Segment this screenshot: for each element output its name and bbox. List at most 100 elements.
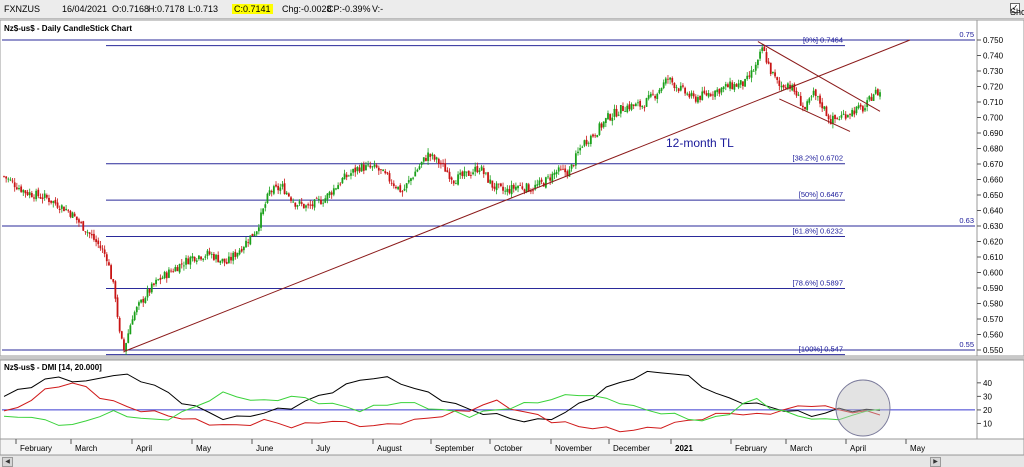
candle-body xyxy=(131,319,134,325)
symbol-label: FXNZUS xyxy=(4,4,40,14)
candle-body xyxy=(33,197,35,199)
dmi-y-tick-label: 20 xyxy=(983,406,992,415)
candle-body xyxy=(296,205,299,207)
candle-body xyxy=(763,46,766,52)
candle-body xyxy=(489,179,492,184)
candle-body xyxy=(652,93,654,95)
candle-body xyxy=(752,70,755,72)
candle-body xyxy=(682,85,684,87)
candle-body xyxy=(512,184,515,189)
candle-body xyxy=(384,171,387,174)
candle-body xyxy=(540,179,543,182)
candle-body xyxy=(577,151,579,154)
candle-body xyxy=(827,115,830,120)
price-y-tick-label: 0.740 xyxy=(983,52,1004,61)
candle-body xyxy=(292,201,295,203)
candle-body xyxy=(757,59,759,66)
candle-body xyxy=(255,231,258,235)
candle-body xyxy=(557,167,560,172)
candle-body xyxy=(654,95,657,99)
show-last-checkbox[interactable]: ✓ xyxy=(1010,3,1020,13)
candle-body xyxy=(583,140,586,146)
candle-body xyxy=(427,152,429,161)
candle-body xyxy=(281,184,284,187)
candle-body xyxy=(851,109,854,117)
candle-body xyxy=(191,256,194,259)
candle-body xyxy=(495,183,498,191)
candle-body xyxy=(748,75,751,77)
candle-body xyxy=(30,193,33,198)
panel-separator[interactable] xyxy=(0,356,1024,360)
candle-body xyxy=(639,100,642,107)
candle-body xyxy=(772,71,774,74)
candle-body xyxy=(701,91,704,100)
candle-body xyxy=(401,191,404,193)
candle-body xyxy=(596,134,599,138)
candle-body xyxy=(450,177,453,180)
candle-body xyxy=(219,260,222,263)
candle-body xyxy=(864,108,866,111)
candle-body xyxy=(868,96,871,100)
candle-body xyxy=(335,188,337,190)
price-axis xyxy=(976,19,1024,357)
scroll-bar[interactable]: ◀ ▶ xyxy=(0,455,1024,467)
candle-body xyxy=(780,85,783,88)
candle-body xyxy=(123,339,125,351)
candle-body xyxy=(97,240,100,245)
candle-body xyxy=(253,234,256,236)
candle-body xyxy=(491,180,494,188)
candle-body xyxy=(249,235,252,245)
candle-body xyxy=(35,190,38,200)
candle-body xyxy=(472,172,474,175)
candle-body xyxy=(127,333,130,343)
candle-body xyxy=(572,165,575,167)
high-label: H:0.7178 xyxy=(148,4,185,14)
candle-body xyxy=(718,88,721,94)
candle-body xyxy=(183,265,185,267)
dmi-panel xyxy=(0,359,978,440)
candle-body xyxy=(722,86,725,90)
candle-body xyxy=(679,85,682,91)
candle-body xyxy=(814,89,817,97)
candle-body xyxy=(120,331,123,339)
candle-body xyxy=(176,267,179,272)
candle-body xyxy=(5,176,8,179)
candle-body xyxy=(264,204,267,208)
candle-body xyxy=(656,93,659,99)
candle-body xyxy=(266,193,269,204)
candle-body xyxy=(806,101,809,110)
candle-body xyxy=(622,106,624,111)
show-last-toggle[interactable]: ✓ Show Last xyxy=(1010,3,1024,17)
chart-canvas[interactable]: Nz$-us$ - Daily CandleStick Chart 0.7500… xyxy=(0,0,1024,455)
candle-body xyxy=(339,183,342,185)
candle-body xyxy=(514,186,517,190)
candle-body xyxy=(765,52,768,63)
candle-body xyxy=(442,163,444,164)
candle-body xyxy=(829,119,832,125)
candle-body xyxy=(874,89,877,94)
candle-body xyxy=(795,90,798,96)
candle-body xyxy=(607,113,609,120)
candle-body xyxy=(251,233,254,237)
candle-body xyxy=(20,186,23,192)
candle-body xyxy=(433,155,436,160)
price-y-tick-label: 0.710 xyxy=(983,98,1004,107)
horizontal-line-label: 0.55 xyxy=(959,340,974,349)
horizontal-line-label: 0.75 xyxy=(959,30,974,39)
candle-body xyxy=(510,185,513,195)
candle-body xyxy=(532,190,534,192)
candle-body xyxy=(587,142,590,144)
candle-body xyxy=(129,325,132,335)
candle-body xyxy=(463,171,466,177)
fibonacci-levels: [0%] 0.7464 [38.2%] 0.6702 [50%] 0.6467 [61… xyxy=(106,36,845,356)
candle-body xyxy=(787,83,789,88)
candle-body xyxy=(159,277,162,280)
candle-body xyxy=(165,272,168,279)
candle-body xyxy=(789,84,791,89)
candle-body xyxy=(812,90,815,96)
candle-body xyxy=(667,78,669,80)
time-axis-label: August xyxy=(377,444,403,453)
candle-body xyxy=(60,205,63,209)
candle-body xyxy=(287,193,290,197)
candle-body xyxy=(88,232,91,235)
